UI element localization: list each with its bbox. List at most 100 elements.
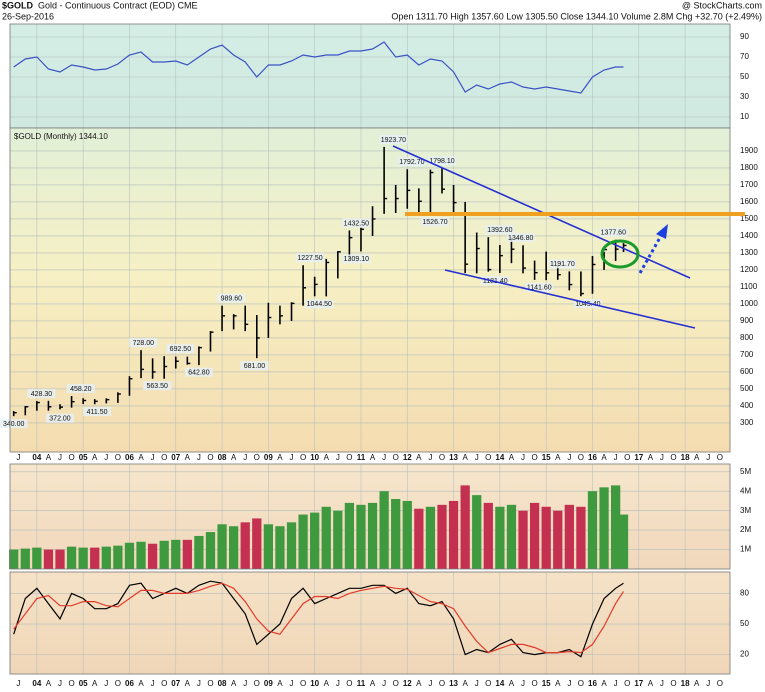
- annotation-bg: [143, 381, 172, 391]
- y-tick-label: 600: [740, 367, 754, 376]
- x-month-label: A: [92, 453, 98, 462]
- x-month-label: J: [197, 679, 201, 688]
- x-year-label: 10: [310, 453, 319, 462]
- y-tick-label: 90: [740, 32, 749, 41]
- x-month-label: A: [601, 679, 607, 688]
- annotation: 372.00: [49, 416, 71, 423]
- x-month-label: A: [231, 679, 237, 688]
- volume-bar: [529, 502, 540, 569]
- volume-bar: [599, 487, 609, 569]
- annotation-bg: [485, 225, 514, 235]
- series-line: [13, 580, 624, 658]
- volume-bar: [448, 500, 459, 569]
- x-month-label: O: [300, 453, 306, 462]
- x-month-label: A: [46, 453, 52, 462]
- x-month-label: J: [151, 453, 155, 462]
- annotation: 1045.40: [575, 301, 600, 308]
- annotation: 1309.10: [344, 256, 369, 263]
- x-month-label: A: [138, 679, 144, 688]
- x-year-label: 09: [264, 453, 273, 462]
- annotation: 692.50: [170, 346, 192, 353]
- y-tick-label: 80: [740, 589, 749, 598]
- volume-bar: [171, 539, 181, 569]
- x-month-label: A: [694, 453, 700, 462]
- volume-bar: [240, 522, 250, 569]
- x-month-label: A: [694, 679, 700, 688]
- x-year-label: 15: [542, 453, 551, 462]
- symbol: $GOLD: [2, 0, 34, 10]
- annotation: 1044.50: [307, 301, 332, 308]
- annotation-bg: [481, 276, 510, 286]
- x-month-label: O: [207, 679, 213, 688]
- x-month-label: A: [92, 679, 98, 688]
- x-month-label: A: [138, 453, 144, 462]
- x-month-label: O: [300, 679, 306, 688]
- arrow-head: [656, 224, 668, 239]
- annotation: 340.00: [3, 421, 25, 428]
- y-tick-label: 70: [740, 52, 749, 61]
- x-month-label: A: [370, 453, 376, 462]
- x-month-label: A: [46, 679, 52, 688]
- x-year-label: 16: [588, 679, 597, 688]
- x-month-label: A: [555, 453, 561, 462]
- annotation: 428.30: [31, 391, 53, 398]
- volume-bar: [611, 485, 621, 569]
- annotation: 1792.70: [399, 159, 424, 166]
- volume-bar: [541, 506, 551, 569]
- volume-bar: [78, 547, 88, 569]
- x-month-label: J: [336, 679, 340, 688]
- projection-arrow: [638, 233, 664, 274]
- x-month-label: O: [439, 453, 445, 462]
- y-tick-label: 1500: [740, 214, 758, 223]
- y-tick-label: 800: [740, 333, 754, 342]
- annotations-overlay: [392, 145, 745, 329]
- annotation-bg: [599, 227, 628, 237]
- y-tick-label: 30: [740, 92, 749, 101]
- x-year-label: 06: [125, 679, 134, 688]
- volume-bar: [321, 506, 331, 569]
- x-month-label: J: [290, 453, 294, 462]
- y-tick-label: 50: [740, 619, 749, 628]
- annotation: 642.80: [188, 370, 210, 377]
- y-tick-label: 1900: [740, 146, 758, 155]
- volume-bar: [495, 506, 505, 569]
- volume-bar: [229, 526, 239, 569]
- y-tick-label: 3M: [740, 506, 751, 515]
- annotation: 1432.50: [344, 220, 369, 227]
- annotation-bg: [129, 338, 158, 348]
- x-month-label: O: [68, 679, 74, 688]
- annotation: 1798.10: [429, 158, 454, 165]
- x-month-label: J: [151, 679, 155, 688]
- x-month-label: O: [485, 679, 491, 688]
- x-month-label: O: [531, 679, 537, 688]
- x-year-label: 10: [310, 679, 319, 688]
- x-month-label: J: [475, 679, 479, 688]
- x-month-label: O: [578, 453, 584, 462]
- x-month-label: O: [68, 453, 74, 462]
- volume-bar: [263, 524, 273, 569]
- x-month-label: J: [660, 679, 664, 688]
- annotation: 989.60: [221, 296, 243, 303]
- x-year-label: 16: [588, 453, 597, 462]
- x-year-label: 18: [681, 679, 690, 688]
- y-tick-label: 1000: [740, 299, 758, 308]
- y-tick-label: 10: [740, 112, 749, 121]
- x-month-label: O: [254, 679, 260, 688]
- x-month-label: A: [601, 453, 607, 462]
- highlight-circle: [600, 239, 640, 269]
- x-month-label: J: [104, 453, 108, 462]
- x-month-label: A: [324, 679, 330, 688]
- y-tick-label: 1800: [740, 163, 758, 172]
- x-year-label: 12: [403, 679, 412, 688]
- x-month-label: J: [521, 453, 525, 462]
- annotation: 1141.60: [527, 285, 552, 292]
- y-tick-label: 1200: [740, 265, 758, 274]
- volume-bar: [194, 535, 204, 569]
- x-year-label: 05: [79, 453, 88, 462]
- x-month-label: A: [416, 453, 422, 462]
- x-month-label: A: [370, 679, 376, 688]
- annotation-bg: [66, 384, 95, 394]
- x-year-label: 09: [264, 679, 273, 688]
- panel-background: [10, 572, 730, 674]
- annotation-bg: [421, 217, 450, 227]
